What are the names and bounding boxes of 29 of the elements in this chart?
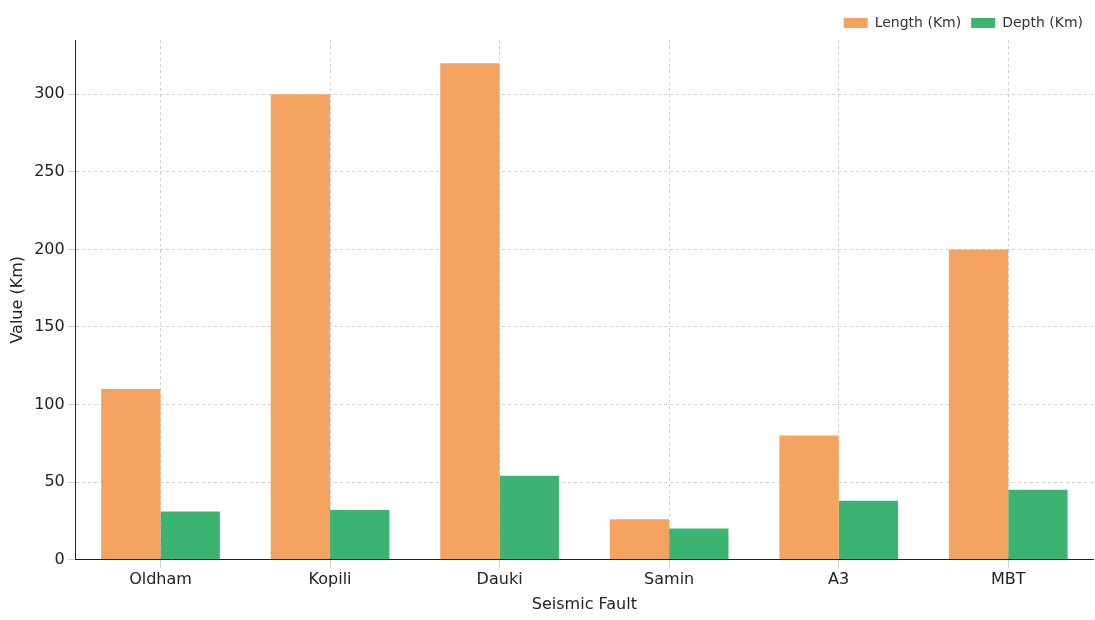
bar xyxy=(101,388,161,560)
x-axis-title: Seismic Fault xyxy=(531,593,637,613)
x-tick-label: Dauki xyxy=(476,569,523,589)
x-tick-label: Kopili xyxy=(308,569,352,589)
x-tick-label: A3 xyxy=(828,569,850,589)
y-tick-label: 0 xyxy=(54,548,65,568)
x-tick-label: Samin xyxy=(644,569,695,589)
x-tick-label: Oldham xyxy=(129,569,192,589)
y-tick-label: 150 xyxy=(34,316,65,336)
y-tick-label: 50 xyxy=(44,471,65,491)
y-tick-label: 300 xyxy=(34,83,65,103)
bar xyxy=(948,249,1009,560)
bar xyxy=(669,528,729,560)
y-tick-label: 250 xyxy=(34,161,65,180)
y-tick-label: 100 xyxy=(34,393,65,413)
legend-label: Depth (Km) xyxy=(1002,13,1084,30)
bar xyxy=(609,519,670,560)
y-tick-label: 200 xyxy=(34,238,65,258)
bar xyxy=(779,435,839,560)
bar xyxy=(499,475,559,560)
bar xyxy=(1008,489,1068,560)
bar xyxy=(160,511,220,560)
x-tick-label: MBT xyxy=(990,569,1026,589)
bar xyxy=(270,94,331,560)
bar xyxy=(440,63,500,560)
legend-label: Length (Km) xyxy=(874,13,962,30)
y-axis-title: Value (Km) xyxy=(6,256,26,344)
bar xyxy=(330,509,390,560)
bar xyxy=(838,500,899,560)
